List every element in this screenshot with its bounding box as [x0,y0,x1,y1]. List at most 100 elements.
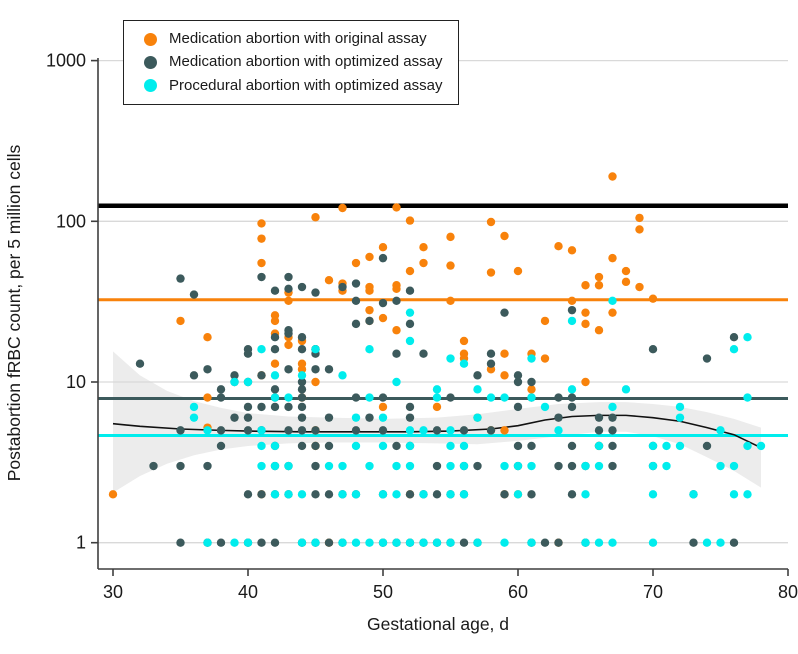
data-point-series-0 [594,281,604,290]
data-point-series-2 [648,441,658,451]
x-tick-label: 60 [508,582,528,602]
legend: Medication abortion with original assay … [123,20,460,105]
data-point-series-2 [257,344,266,354]
data-point-series-2 [662,441,671,451]
y-axis-title: Postabortion fRBC count, per 5 million c… [4,144,24,481]
x-axis-title: Gestational age, d [367,614,509,634]
data-point-series-0 [500,231,509,241]
data-point-series-2 [608,402,617,412]
data-point-series-1 [311,441,320,451]
data-point-series-2 [365,538,374,547]
data-point-series-2 [230,377,239,387]
data-point-series-2 [675,402,685,412]
data-point-series-1 [297,426,307,435]
data-point-series-1 [311,288,320,297]
cyan-dot-icon [144,79,157,93]
data-point-series-0 [486,217,496,227]
data-point-series-2 [527,354,536,363]
data-point-series-2 [459,359,469,368]
data-point-series-1 [554,413,563,422]
data-point-series-2 [662,461,671,471]
data-point-series-1 [648,344,658,354]
data-point-series-1 [189,290,199,299]
data-point-series-2 [419,490,428,499]
data-point-series-2 [284,490,293,499]
data-point-series-1 [297,402,307,412]
data-point-series-2 [419,426,428,435]
data-point-series-0 [527,385,536,394]
data-point-series-2 [338,461,347,471]
data-point-series-1 [176,461,185,471]
data-point-series-1 [243,490,253,499]
data-point-series-2 [378,538,388,547]
data-point-series-2 [500,393,509,402]
x-tick-label: 80 [778,582,798,602]
data-point-series-2 [594,461,604,471]
data-point-series-2 [405,336,415,346]
data-point-series-2 [392,490,401,499]
data-point-series-2 [257,426,266,435]
data-point-series-2 [473,538,482,547]
data-point-series-2 [189,413,199,422]
data-point-series-1 [513,371,523,380]
data-point-series-1 [473,461,482,471]
x-tick-label: 50 [373,582,393,602]
data-point-series-2 [392,377,401,387]
data-point-series-1 [297,282,307,292]
data-point-series-2 [594,441,604,451]
data-point-series-1 [176,274,185,283]
data-point-series-1 [297,333,307,342]
data-point-series-2 [581,461,590,471]
data-point-series-1 [216,393,226,402]
data-point-series-2 [230,538,239,547]
data-point-series-2 [243,377,253,387]
data-point-series-1 [702,441,712,451]
data-point-series-0 [540,354,550,363]
data-point-series-0 [621,266,631,276]
data-point-series-0 [257,258,266,268]
data-point-series-0 [405,266,415,276]
data-point-series-2 [378,441,388,451]
data-point-series-2 [338,538,347,547]
data-point-series-0 [500,426,509,435]
data-point-series-2 [203,426,212,435]
data-point-series-1 [284,284,293,294]
data-point-series-2 [743,441,752,451]
data-point-series-1 [216,385,226,394]
data-point-series-2 [716,461,725,471]
y-tick-label: 1000 [46,51,86,71]
data-point-series-0 [486,268,496,277]
data-point-series-1 [257,272,266,282]
data-point-series-1 [392,441,401,451]
data-point-series-1 [365,316,374,326]
data-point-series-1 [527,377,536,387]
data-point-series-1 [459,426,469,435]
data-point-series-1 [486,359,496,368]
data-point-series-0 [446,261,455,270]
data-point-series-1 [567,393,577,402]
data-point-series-1 [554,461,563,471]
data-point-series-2 [297,371,307,380]
data-point-series-0 [378,402,388,412]
data-point-series-2 [689,490,698,499]
data-point-series-0 [540,316,550,326]
x-tick-label: 40 [238,582,258,602]
data-point-series-1 [351,279,361,288]
data-point-series-0 [500,371,509,380]
data-point-series-2 [743,393,752,402]
data-point-series-2 [419,538,428,547]
data-point-series-1 [324,441,334,451]
data-point-series-2 [405,461,415,471]
data-point-series-2 [257,461,266,471]
data-point-series-1 [432,426,442,435]
data-point-series-1 [567,490,577,499]
data-point-series-0 [257,219,266,228]
data-point-series-2 [716,426,725,435]
x-tick-label: 30 [103,582,123,602]
data-point-series-0 [635,225,644,234]
data-point-series-0 [297,359,307,368]
data-point-series-0 [419,242,428,252]
data-point-series-0 [392,284,401,294]
data-point-series-2 [351,490,361,499]
data-point-series-1 [527,490,536,499]
